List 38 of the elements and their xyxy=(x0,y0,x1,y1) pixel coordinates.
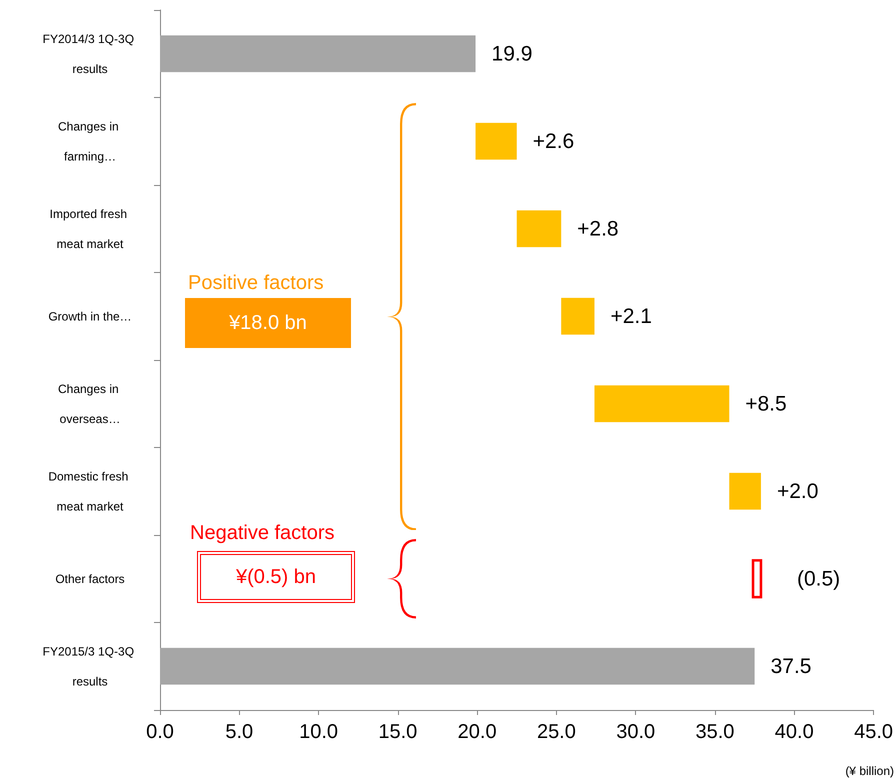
category-label: Changes in farming… xyxy=(58,119,119,164)
x-tick-label: 10.0 xyxy=(299,721,338,743)
y-tick-label: Other factors xyxy=(55,572,125,586)
x-tick-label: 35.0 xyxy=(696,721,734,743)
category-label: Domestic fresh meat market xyxy=(48,469,128,514)
bar xyxy=(729,472,761,510)
x-axis-title: (¥ billion) xyxy=(845,764,894,778)
data-label: +2.0 xyxy=(776,480,818,503)
category-label: Imported fresh meat market xyxy=(50,206,128,251)
x-tick-label: 30.0 xyxy=(616,721,656,743)
x-tick-label: 25.0 xyxy=(536,721,576,743)
x-tick-label: 20.0 xyxy=(458,721,497,743)
label-box: ¥18.0 bn xyxy=(185,298,351,348)
bar xyxy=(594,385,730,422)
data-label: 37.5 xyxy=(770,654,812,678)
data-label: +2.8 xyxy=(577,217,619,240)
data-label: +2.6 xyxy=(532,130,574,153)
bar xyxy=(476,122,517,160)
category-label: FY2014/3 1Q-3Q results xyxy=(42,32,134,76)
y-tick-label: Growth in the… xyxy=(48,309,132,324)
x-tick-label: 40.0 xyxy=(774,721,814,743)
label-box: ¥(0.5) bn xyxy=(200,554,352,600)
data-label: (0.5) xyxy=(796,567,840,590)
x-tick-label: 5.0 xyxy=(225,721,254,743)
x-tick-label: 15.0 xyxy=(378,721,418,743)
data-label: +2.1 xyxy=(610,304,652,328)
data-label: +8.5 xyxy=(745,392,787,416)
category-label: Changes in overseas… xyxy=(58,382,120,426)
annotation: Positive factors xyxy=(188,272,324,296)
x-tick-label: 0.0 xyxy=(146,721,174,743)
bar xyxy=(561,298,594,335)
category-label: FY2015/3 1Q-3Q results xyxy=(42,644,134,688)
bar xyxy=(160,648,755,685)
bar xyxy=(160,35,476,72)
x-tick-label: 45.0 xyxy=(854,721,894,743)
bar xyxy=(516,210,562,248)
annotation: Negative factors xyxy=(190,522,335,545)
data-label: 19.9 xyxy=(492,42,532,66)
